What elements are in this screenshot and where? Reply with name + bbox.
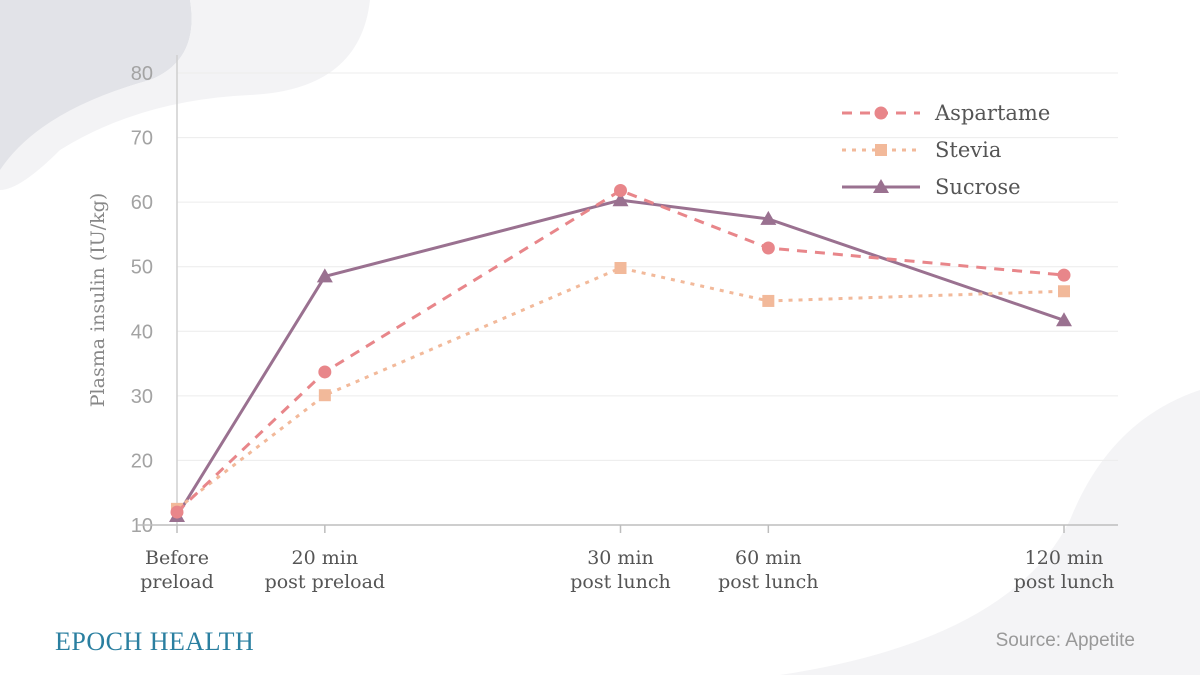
decor-blob-top [0, 0, 192, 175]
data-point [318, 365, 332, 379]
x-tick-label: post lunch [1014, 571, 1114, 593]
x-tick-label: 20 min [292, 547, 359, 569]
series-line [175, 188, 1065, 514]
x-tick-label: post preload [265, 571, 386, 593]
y-tick-label: 70 [131, 128, 153, 150]
x-tick-label: 120 min [1025, 547, 1104, 569]
series-stevia [171, 262, 1070, 515]
data-point [760, 210, 777, 225]
legend-label: Aspartame [934, 101, 1050, 125]
y-tick-label: 40 [131, 321, 153, 343]
data-point [761, 241, 775, 255]
data-point [318, 389, 331, 402]
decor-blob-top-light [0, 0, 370, 190]
legend-label: Sucrose [935, 175, 1021, 199]
y-tick-label: 60 [131, 192, 153, 214]
legend-item-stevia: Stevia [842, 138, 1001, 162]
y-axis-label: Plasma insulin (IU/kg) [87, 193, 109, 407]
data-point [874, 106, 888, 120]
decor-blob-bottom [780, 390, 1200, 675]
x-tick-label: 30 min [587, 547, 654, 569]
y-tick-label: 50 [131, 257, 153, 279]
data-point [612, 192, 629, 207]
y-tick-label: 10 [131, 515, 153, 537]
brand-logo: EPOCH HEALTH [55, 627, 255, 656]
series-aspartame [170, 184, 1071, 519]
x-tick-label: Before [145, 547, 209, 569]
data-point [170, 505, 184, 519]
legend-label: Stevia [935, 138, 1001, 162]
x-tick-label: 60 min [735, 547, 802, 569]
data-point [762, 294, 775, 307]
data-point [875, 144, 887, 156]
series-line [176, 266, 1065, 511]
source-caption: Source: Appetite [995, 630, 1135, 651]
legend-item-sucrose: Sucrose [842, 175, 1021, 199]
data-point [614, 184, 627, 198]
y-tick-label: 30 [131, 386, 153, 408]
y-tick-label: 20 [131, 450, 153, 472]
data-point [1058, 285, 1070, 298]
x-tick-label: preload [140, 571, 214, 593]
data-point [614, 262, 627, 275]
legend-item-aspartame: Aspartame [842, 101, 1050, 125]
data-point [1056, 312, 1072, 327]
data-point [1057, 268, 1071, 282]
series-sucrose [169, 192, 1072, 522]
y-tick-label: 80 [131, 63, 153, 85]
data-point [873, 179, 889, 193]
x-tick-label: post lunch [718, 571, 818, 593]
series-line [175, 198, 1065, 517]
x-tick-label: post lunch [570, 571, 670, 593]
data-point [316, 268, 333, 283]
